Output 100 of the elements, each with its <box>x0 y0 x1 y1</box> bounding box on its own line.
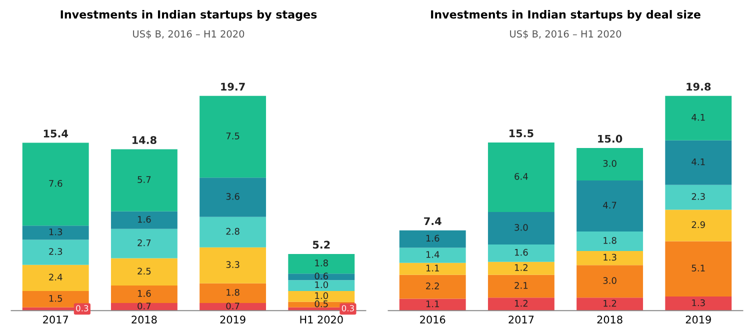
data-label: 4.7 <box>603 202 616 208</box>
data-label: 2.4 <box>49 274 62 280</box>
data-label: 1.3 <box>49 228 62 236</box>
data-label: 1.3 <box>604 254 616 261</box>
chart-title: Investments in Indian startups by deal size <box>431 10 700 21</box>
data-label: 3.0 <box>514 224 528 231</box>
data-label: 2.3 <box>692 193 705 200</box>
bar <box>488 298 554 311</box>
total-label: 15.0 <box>598 134 622 143</box>
data-label: 2.5 <box>138 268 151 275</box>
bar <box>576 231 644 251</box>
data-label: 1.6 <box>138 290 151 297</box>
x-tick-label: 2018 <box>597 316 622 324</box>
total-label: 14.8 <box>132 136 156 144</box>
data-label: 1.2 <box>515 264 528 271</box>
bar <box>488 274 554 298</box>
chart-subtitle: US$ B, 2016 – H1 2020 <box>510 30 622 39</box>
data-label: 0.3 <box>76 305 88 312</box>
data-label: 1.0 <box>315 281 328 288</box>
bar <box>665 210 732 242</box>
bar <box>488 212 554 244</box>
data-label: 1.5 <box>49 295 62 302</box>
data-label: 1.4 <box>426 251 440 258</box>
data-label: 6.4 <box>514 173 528 180</box>
bar <box>399 230 466 248</box>
bar <box>488 142 554 212</box>
data-label: 3.3 <box>226 261 240 268</box>
x-tick-label: 2017 <box>43 316 68 324</box>
bar <box>288 280 355 291</box>
total-label: 15.4 <box>44 130 68 138</box>
bar <box>110 258 178 286</box>
data-label: 1.8 <box>604 237 616 244</box>
data-label: 2.1 <box>514 282 528 289</box>
data-label: 1.0 <box>315 292 328 300</box>
bar <box>665 296 732 311</box>
total-label: 5.2 <box>312 240 330 249</box>
data-label: 1.6 <box>426 234 440 242</box>
data-label: 0.7 <box>226 302 240 310</box>
data-label: 1.6 <box>138 216 151 223</box>
bar <box>576 265 644 298</box>
x-tick-label: 2019 <box>220 316 246 324</box>
bar <box>22 226 89 240</box>
bar <box>22 240 89 265</box>
data-label: 2.8 <box>226 228 240 235</box>
bar <box>288 274 355 280</box>
bar <box>200 247 266 284</box>
x-tick-label: H1 2020 <box>300 316 343 324</box>
x-tick-label: 2017 <box>508 316 534 324</box>
total-label: 19.8 <box>686 82 711 91</box>
data-label: 1.8 <box>315 260 328 266</box>
bar <box>200 216 266 248</box>
data-label: 1.3 <box>692 299 705 306</box>
data-label: 1.6 <box>515 248 528 256</box>
bar <box>665 140 732 185</box>
bar <box>399 298 466 311</box>
bar <box>399 248 466 263</box>
bar <box>488 262 554 275</box>
data-label: 1.2 <box>515 300 528 307</box>
data-label: 7.6 <box>49 180 62 187</box>
data-label: 5.1 <box>692 264 705 272</box>
total-label: 19.7 <box>221 82 245 91</box>
chart-title: Investments in Indian startups by stages <box>60 10 317 21</box>
total-label: 15.5 <box>510 130 534 138</box>
x-tick-label: 2018 <box>132 316 157 324</box>
bar <box>576 148 644 180</box>
bar <box>576 250 644 266</box>
data-label: 5.7 <box>138 176 151 183</box>
bar <box>488 244 554 262</box>
data-label: 1.1 <box>426 300 439 308</box>
bar <box>22 264 89 291</box>
bar <box>200 283 266 303</box>
data-label: 0.6 <box>314 272 328 280</box>
data-label: 3.6 <box>226 193 240 200</box>
data-label: 3.0 <box>603 277 616 284</box>
data-label: 0.3 <box>342 305 354 312</box>
data-label: 3.0 <box>603 160 616 167</box>
bar <box>22 142 89 226</box>
bar <box>399 274 466 299</box>
data-label: 2.7 <box>138 239 151 246</box>
data-label: 0.5 <box>314 300 328 308</box>
data-label: 1.8 <box>226 288 240 296</box>
data-label: 7.5 <box>226 132 240 140</box>
bar <box>200 96 266 178</box>
bar <box>576 298 644 311</box>
data-label: 2.9 <box>692 221 705 228</box>
data-label: 2.3 <box>49 248 62 255</box>
bar <box>665 241 732 297</box>
bar <box>665 184 732 210</box>
bar <box>576 180 644 232</box>
bar <box>200 178 266 217</box>
total-label: 7.4 <box>424 217 442 225</box>
bar <box>110 286 178 303</box>
data-label: 1.2 <box>604 300 616 307</box>
bar <box>399 262 466 275</box>
bar <box>110 228 178 258</box>
bar <box>665 96 732 140</box>
x-tick-label: 2016 <box>420 316 446 324</box>
data-label: 0.7 <box>138 302 151 310</box>
data-label: 4.1 <box>692 158 705 166</box>
data-label: 2.2 <box>426 282 439 290</box>
